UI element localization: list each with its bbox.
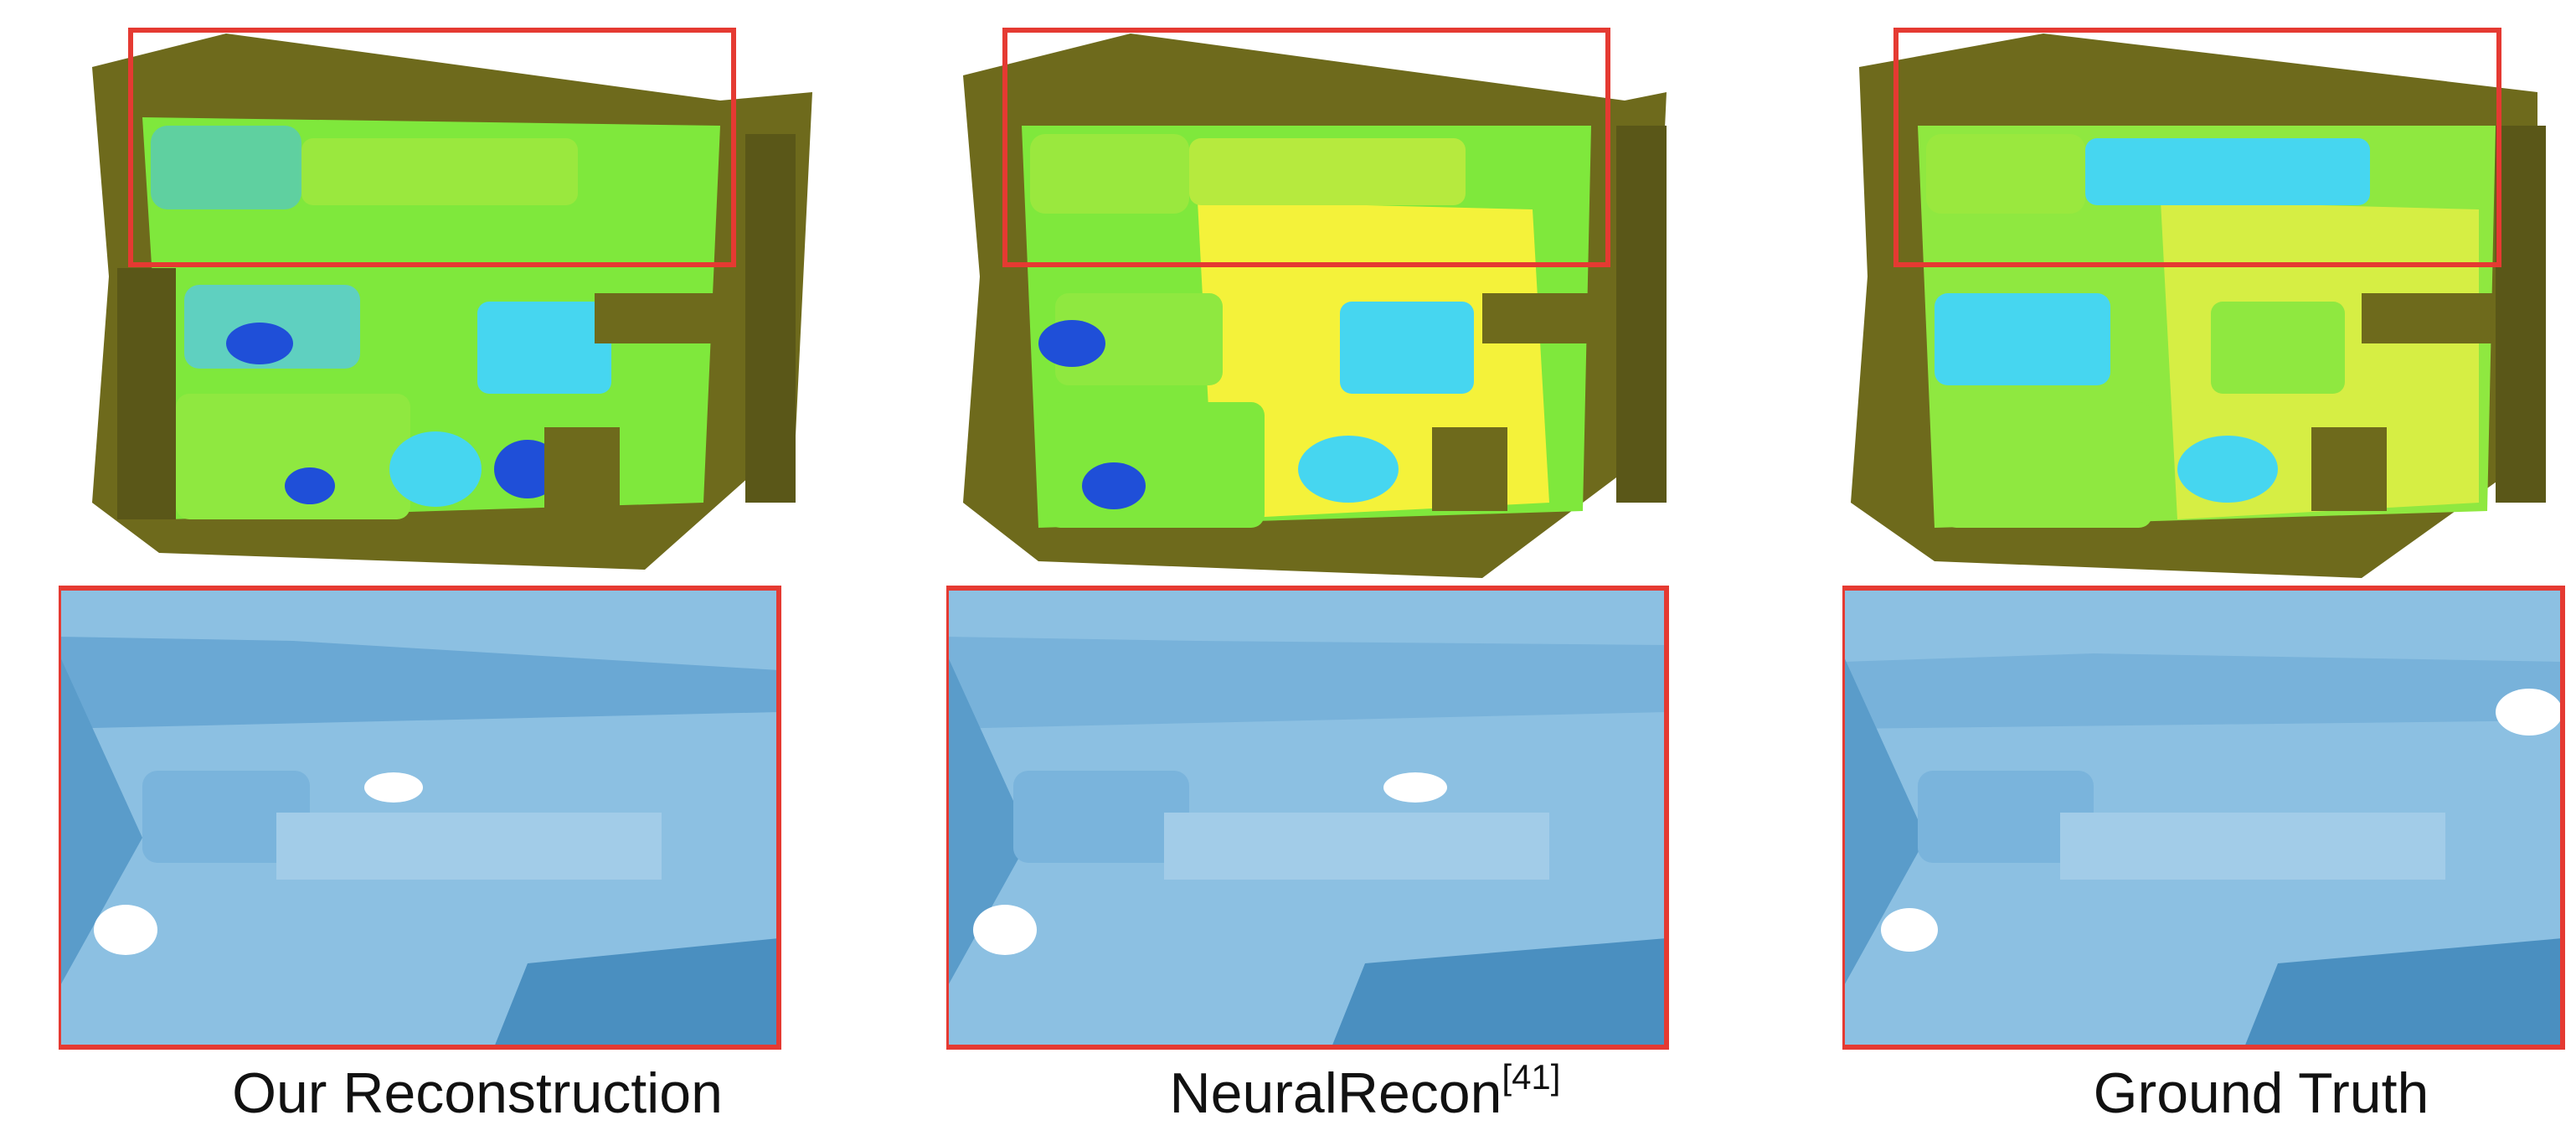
panel-our-reconstruction: Our Reconstruction bbox=[59, 0, 896, 1146]
panel-ground-truth: Ground Truth bbox=[1842, 0, 2576, 1146]
panel-graphics bbox=[946, 28, 1669, 1050]
error-heatmap-mesh bbox=[963, 34, 1667, 578]
panel-neuralrecon: NeuralRecon[41] bbox=[946, 0, 1784, 1146]
panel-graphics bbox=[1842, 28, 2565, 1050]
highlight-box-bottom bbox=[1842, 586, 2565, 1050]
zoomed-mesh-view bbox=[59, 588, 779, 1047]
highlight-box-top bbox=[1893, 28, 2501, 267]
panel-graphics bbox=[59, 28, 812, 1050]
highlight-box-top bbox=[128, 28, 736, 267]
zoomed-mesh-view bbox=[1842, 588, 2563, 1047]
error-heatmap-mesh bbox=[92, 34, 812, 570]
error-heatmap-mesh bbox=[1851, 34, 2546, 578]
panel-caption: Ground Truth bbox=[2093, 1061, 2429, 1125]
highlight-box-bottom bbox=[946, 586, 1669, 1050]
zoomed-mesh-view bbox=[946, 588, 1667, 1047]
highlight-box-bottom bbox=[59, 586, 781, 1050]
panel-caption: NeuralRecon[41] bbox=[1169, 1057, 1561, 1125]
highlight-box-top bbox=[1002, 28, 1610, 267]
panel-caption: Our Reconstruction bbox=[232, 1061, 723, 1125]
